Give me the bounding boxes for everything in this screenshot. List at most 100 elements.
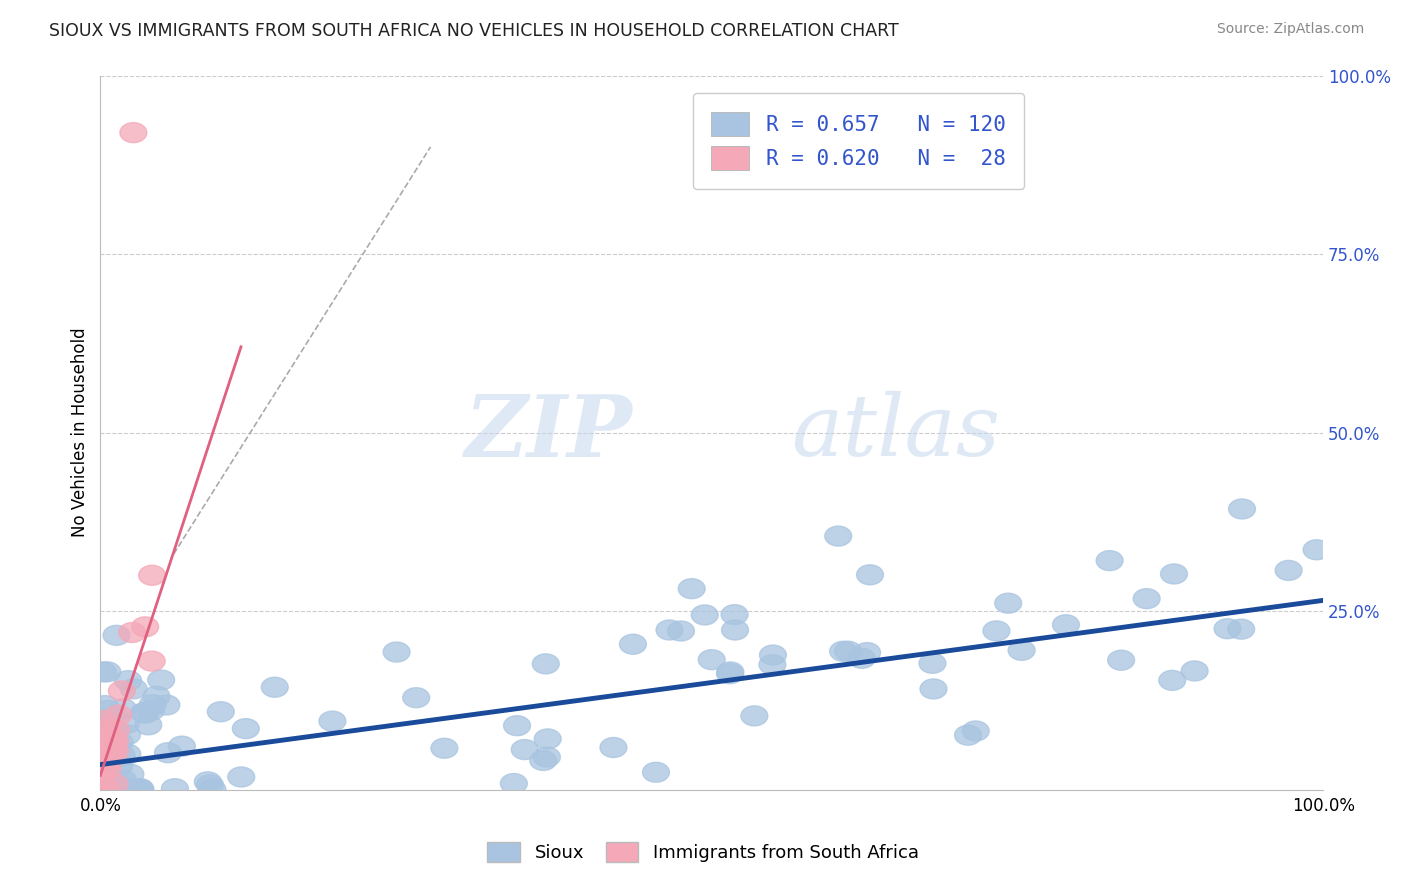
Ellipse shape [103, 780, 129, 799]
Text: Source: ZipAtlas.com: Source: ZipAtlas.com [1216, 22, 1364, 37]
Ellipse shape [89, 780, 115, 799]
Ellipse shape [533, 747, 561, 767]
Ellipse shape [148, 670, 174, 690]
Ellipse shape [120, 123, 146, 143]
Ellipse shape [90, 723, 117, 743]
Ellipse shape [830, 641, 856, 661]
Ellipse shape [995, 593, 1022, 613]
Ellipse shape [1159, 671, 1185, 690]
Ellipse shape [197, 775, 224, 795]
Y-axis label: No Vehicles in Household: No Vehicles in Household [72, 327, 89, 537]
Ellipse shape [534, 729, 561, 749]
Ellipse shape [118, 623, 146, 642]
Ellipse shape [103, 780, 129, 799]
Ellipse shape [132, 703, 159, 723]
Ellipse shape [100, 780, 128, 799]
Ellipse shape [153, 695, 180, 715]
Ellipse shape [90, 711, 117, 731]
Ellipse shape [132, 617, 159, 637]
Ellipse shape [93, 749, 120, 770]
Ellipse shape [920, 653, 946, 673]
Ellipse shape [110, 770, 136, 790]
Legend: R = 0.657   N = 120, R = 0.620   N =  28: R = 0.657 N = 120, R = 0.620 N = 28 [693, 93, 1024, 189]
Text: atlas: atlas [792, 392, 1000, 474]
Ellipse shape [98, 780, 125, 799]
Ellipse shape [94, 759, 121, 779]
Ellipse shape [87, 728, 114, 748]
Ellipse shape [1133, 589, 1160, 608]
Ellipse shape [717, 662, 744, 681]
Ellipse shape [1275, 560, 1302, 581]
Ellipse shape [1097, 550, 1123, 571]
Ellipse shape [131, 703, 157, 723]
Text: SIOUX VS IMMIGRANTS FROM SOUTH AFRICA NO VEHICLES IN HOUSEHOLD CORRELATION CHART: SIOUX VS IMMIGRANTS FROM SOUTH AFRICA NO… [49, 22, 898, 40]
Ellipse shape [103, 735, 129, 756]
Ellipse shape [93, 709, 120, 730]
Ellipse shape [115, 671, 142, 690]
Ellipse shape [533, 654, 560, 673]
Ellipse shape [90, 719, 117, 739]
Ellipse shape [169, 736, 195, 756]
Ellipse shape [114, 780, 141, 799]
Ellipse shape [90, 780, 117, 799]
Ellipse shape [135, 714, 162, 735]
Ellipse shape [721, 605, 748, 624]
Ellipse shape [87, 763, 114, 782]
Ellipse shape [920, 679, 946, 699]
Ellipse shape [138, 700, 165, 720]
Ellipse shape [89, 758, 115, 778]
Ellipse shape [94, 700, 121, 720]
Ellipse shape [228, 767, 254, 787]
Ellipse shape [678, 579, 706, 599]
Ellipse shape [983, 621, 1010, 640]
Ellipse shape [127, 780, 153, 799]
Ellipse shape [97, 723, 124, 743]
Ellipse shape [89, 768, 115, 789]
Ellipse shape [512, 739, 538, 760]
Ellipse shape [143, 686, 170, 706]
Ellipse shape [103, 780, 129, 799]
Ellipse shape [853, 642, 880, 663]
Ellipse shape [93, 780, 120, 799]
Ellipse shape [955, 725, 981, 745]
Ellipse shape [1053, 615, 1080, 635]
Ellipse shape [825, 526, 852, 546]
Ellipse shape [1303, 540, 1330, 560]
Ellipse shape [108, 681, 135, 701]
Ellipse shape [96, 780, 124, 799]
Ellipse shape [97, 747, 124, 766]
Ellipse shape [138, 651, 165, 671]
Ellipse shape [103, 780, 129, 799]
Ellipse shape [402, 688, 430, 707]
Ellipse shape [139, 695, 166, 714]
Ellipse shape [117, 764, 143, 784]
Ellipse shape [194, 772, 221, 792]
Ellipse shape [692, 605, 718, 625]
Ellipse shape [93, 780, 120, 799]
Ellipse shape [105, 756, 132, 776]
Ellipse shape [94, 744, 121, 764]
Ellipse shape [100, 737, 127, 757]
Ellipse shape [94, 780, 121, 799]
Ellipse shape [100, 731, 127, 750]
Ellipse shape [91, 780, 118, 799]
Ellipse shape [100, 734, 127, 754]
Ellipse shape [94, 752, 121, 772]
Ellipse shape [111, 780, 138, 799]
Ellipse shape [108, 746, 135, 765]
Ellipse shape [114, 744, 141, 764]
Ellipse shape [1108, 650, 1135, 670]
Ellipse shape [103, 743, 131, 763]
Ellipse shape [657, 620, 683, 640]
Ellipse shape [503, 715, 530, 736]
Ellipse shape [530, 750, 557, 771]
Ellipse shape [741, 706, 768, 726]
Ellipse shape [1008, 640, 1035, 660]
Ellipse shape [98, 780, 125, 799]
Ellipse shape [432, 739, 458, 758]
Ellipse shape [101, 733, 128, 753]
Ellipse shape [91, 696, 118, 715]
Ellipse shape [94, 662, 121, 681]
Ellipse shape [1160, 564, 1188, 584]
Ellipse shape [200, 780, 226, 799]
